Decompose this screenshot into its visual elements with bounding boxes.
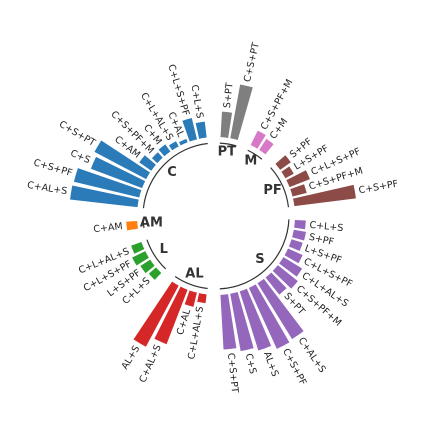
chart-bar-s-3 — [284, 248, 303, 264]
bar-label-pf-4: C+S+PF — [358, 179, 399, 197]
chart-bar-pf-0 — [275, 155, 291, 170]
bar-label-c-9: C+L+S+PF — [165, 63, 191, 117]
bar-label-am-0: C+AM — [93, 221, 123, 235]
bar-label-s-0: C+L+S — [309, 220, 344, 234]
bar-label-s-10: C+S — [243, 352, 258, 375]
bar-label-pt-1: C+S+PT — [242, 41, 262, 83]
chart-bar-l-3 — [131, 242, 145, 254]
chart-bar-c-2 — [90, 156, 146, 189]
group-label-am: AM — [140, 216, 163, 231]
chart-bar-l-0 — [148, 267, 162, 280]
bar-label-s-11: C+S+PT — [225, 352, 240, 393]
chart-bar-pf-2 — [286, 170, 310, 188]
chart-bar-s-0 — [294, 219, 306, 230]
group-arc-m — [247, 149, 263, 160]
chart-bar-c-1 — [73, 168, 142, 198]
chart-bar-pf-4 — [293, 184, 356, 207]
chart-bar-pt-1 — [230, 84, 253, 141]
chart-bar-s-9 — [239, 288, 272, 351]
chart-bar-c-4 — [139, 155, 156, 171]
chart-bar-c-3 — [94, 140, 151, 180]
chart-bar-c-5 — [151, 152, 163, 164]
chart-bar-s-1 — [292, 229, 307, 241]
chart-bar-c-7 — [168, 141, 179, 151]
chart-bar-m-0 — [250, 130, 266, 149]
chart-bar-s-10 — [230, 291, 254, 352]
group-arc-l — [146, 239, 167, 270]
bar-label-al-3: AL+S — [120, 344, 143, 372]
chart-bar-c-6 — [158, 144, 171, 157]
chart-bar-s-5 — [272, 265, 298, 289]
chart-bar-s-6 — [265, 272, 287, 295]
group-label-pt: PT — [218, 144, 237, 159]
bar-label-c-1: C+S+PF — [32, 157, 73, 179]
bar-label-c-3: C+S+PT — [57, 119, 97, 149]
chart-bar-c-8 — [179, 138, 188, 146]
group-label-l: L — [160, 242, 168, 257]
chart-bar-am-0 — [126, 220, 139, 231]
group-label-al: AL — [185, 267, 203, 282]
bar-label-s-9: AL+S — [261, 350, 280, 378]
chart-bar-al-1 — [184, 290, 197, 307]
group-arc-pt — [219, 142, 237, 147]
group-arc-am — [142, 220, 145, 229]
chart-bar-s-4 — [279, 257, 303, 277]
chart-bar-l-1 — [140, 259, 155, 274]
bar-label-c-0: C+AL+S — [26, 180, 68, 197]
chart-bar-s-11 — [220, 294, 237, 350]
chart-bar-s-7 — [257, 278, 304, 340]
chart-bar-al-3 — [133, 281, 179, 347]
group-label-m: M — [244, 154, 257, 169]
group-arc-al — [174, 275, 208, 290]
bar-label-c-2: C+S — [69, 148, 92, 166]
chart-bar-pf-1 — [281, 166, 294, 179]
bar-label-pt-0: S+PT — [222, 82, 236, 109]
chart-bar-pf-3 — [290, 184, 307, 197]
chart-bar-al-2 — [154, 286, 188, 345]
chart-bar-m-1 — [259, 138, 274, 155]
group-label-s: S — [255, 252, 264, 267]
chart-bar-l-2 — [132, 251, 149, 266]
group-arc-pf — [270, 167, 290, 208]
group-arc-s — [219, 219, 290, 290]
chart-bar-al-0 — [197, 293, 207, 304]
chart-bar-c-9 — [182, 118, 198, 142]
chart-bar-s-2 — [288, 239, 303, 251]
group-label-pf: PF — [263, 183, 281, 198]
chart-bar-s-8 — [248, 284, 290, 349]
chart-bar-pt-0 — [220, 111, 233, 138]
group-label-c: C — [167, 165, 177, 180]
chart-bar-c-0 — [70, 185, 139, 208]
group-arc-c — [142, 142, 208, 209]
chart-bar-c-10 — [195, 121, 207, 139]
bar-label-s-1: S+PF — [308, 232, 335, 248]
